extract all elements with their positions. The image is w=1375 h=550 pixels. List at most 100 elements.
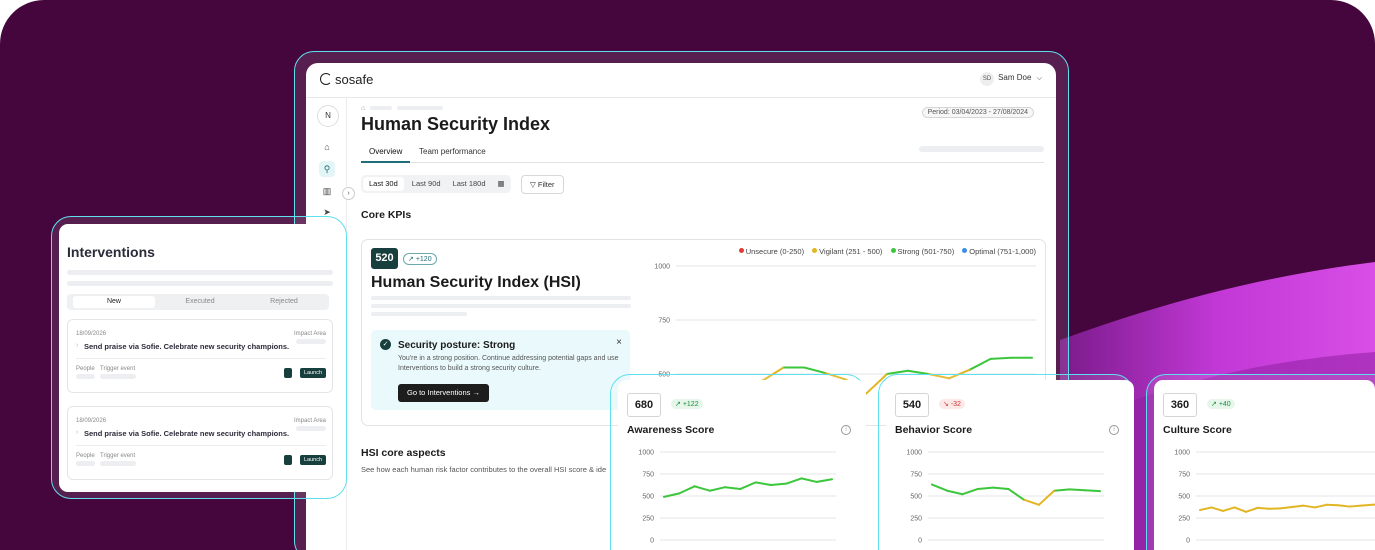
data-point — [969, 368, 971, 371]
impact-placeholder — [296, 426, 326, 431]
data-point — [1210, 506, 1213, 509]
data-point — [1337, 504, 1339, 507]
y-tick-label: 0 — [918, 538, 922, 545]
data-point — [739, 488, 742, 490]
data-point — [815, 481, 818, 483]
legend-dot — [962, 248, 968, 253]
y-tick-label: 0 — [1186, 538, 1190, 545]
tab-executed[interactable]: Executed — [185, 298, 215, 305]
series-segment — [961, 487, 979, 496]
y-tick-label: 750 — [642, 472, 654, 479]
breadcrumb-placeholder — [370, 106, 393, 111]
search-icon[interactable]: ⚲ — [319, 161, 335, 177]
series-segment — [815, 478, 833, 483]
launch-button[interactable]: Launch — [299, 368, 326, 378]
sidebar-avatar[interactable]: N — [317, 105, 339, 127]
interventions-title: Interventions — [67, 244, 155, 260]
y-tick-label: 0 — [650, 538, 654, 545]
data-point — [800, 477, 803, 480]
rocket-icon[interactable]: ➤ — [323, 207, 331, 217]
impact-area-label: Impact Area — [293, 418, 326, 424]
hsi-score: 520 — [371, 248, 398, 269]
data-point — [948, 377, 950, 380]
data-point — [1256, 507, 1259, 509]
series-segment — [1360, 503, 1374, 507]
series-segment — [1245, 506, 1259, 513]
tab-rejected[interactable]: Rejected — [270, 298, 298, 305]
series-segment — [1302, 504, 1316, 509]
launch-button[interactable]: Launch — [299, 455, 326, 465]
data-point — [1007, 488, 1010, 490]
culture-line-chart: 1000 750 500 250 0 — [1174, 450, 1375, 545]
main-content: ⌂ Period: 03/04/2023 - 27/08/2024 Human … — [361, 105, 1046, 474]
core-aspects-text: See how each human risk factor contribut… — [361, 465, 607, 474]
range-last-30d[interactable]: Last 30d — [363, 177, 404, 191]
close-icon[interactable]: × — [616, 337, 622, 348]
filter-label: Filter — [537, 180, 555, 189]
more-button[interactable] — [284, 368, 292, 378]
series-segment — [992, 486, 1010, 490]
data-point — [992, 486, 994, 489]
more-button[interactable] — [284, 455, 292, 465]
y-tick-label: 1000 — [906, 450, 922, 457]
home-icon[interactable]: ⌂ — [324, 142, 330, 152]
trend-down-icon: ↘ — [943, 401, 949, 408]
info-icon[interactable]: i — [1109, 425, 1119, 435]
behavior-line-chart: 1000 750 500 250 0 — [906, 450, 1104, 545]
range-last-90d[interactable]: Last 90d — [411, 179, 441, 188]
intervention-text: Send praise via Sofie. Celebrate new sec… — [84, 429, 290, 438]
tab-overview[interactable]: Overview — [361, 147, 411, 163]
info-icon[interactable]: i — [841, 425, 851, 435]
series-segment — [1291, 504, 1305, 508]
calendar-icon[interactable]: ▦ — [497, 179, 505, 188]
text-placeholder — [67, 270, 333, 275]
data-point — [693, 485, 696, 488]
series-segment — [663, 492, 681, 498]
tab-placeholder — [919, 146, 1044, 152]
data-point — [1245, 511, 1247, 513]
culture-title: Culture Score — [1163, 424, 1232, 436]
y-tick-label: 250 — [910, 516, 922, 523]
series-segment — [1348, 504, 1362, 508]
chevron-right-icon[interactable]: › — [342, 187, 355, 200]
top-bar: sosafe SD Sam Doe ⌵ — [306, 63, 1056, 98]
series-segment — [976, 486, 995, 490]
intervention-card[interactable]: 18/09/2026 Impact Area › Send praise via… — [67, 319, 333, 393]
tab-new[interactable]: New — [73, 296, 155, 308]
bar-chart-icon[interactable]: ▥ — [322, 186, 332, 196]
logo[interactable]: sosafe — [320, 72, 373, 87]
data-point — [663, 496, 665, 498]
data-point — [977, 488, 979, 490]
data-point — [1314, 506, 1316, 509]
data-point — [961, 493, 964, 496]
series-segment — [989, 356, 1013, 360]
data-point — [946, 489, 949, 492]
core-kpis-heading: Core KPIs — [361, 209, 412, 221]
awareness-line-chart: 1000 750 500 250 0 — [638, 450, 836, 545]
go-to-interventions-button[interactable]: Go to Interventions → — [398, 384, 489, 402]
series-segment — [968, 357, 992, 371]
chart-legend: Unsecure (0-250) Vigilant (251 - 500) St… — [733, 247, 1036, 256]
series-segment — [800, 477, 818, 483]
filter-button[interactable]: ▽ Filter — [521, 175, 564, 194]
data-point — [709, 489, 711, 492]
culture-delta: +40 — [1218, 401, 1231, 408]
legend-label: Unsecure (0-250) — [745, 247, 805, 256]
y-tick-label: 500 — [910, 494, 922, 501]
y-tick-label: 500 — [658, 372, 670, 379]
legend-dot — [890, 248, 896, 253]
data-point — [1083, 489, 1086, 492]
legend-dot — [812, 248, 818, 253]
range-last-180d[interactable]: Last 180d — [452, 179, 486, 188]
trigger-label: Trigger event — [100, 366, 136, 372]
tab-team-performance[interactable]: Team performance — [419, 147, 486, 156]
text-placeholder — [67, 281, 333, 286]
y-tick-label: 750 — [658, 318, 670, 325]
home-icon[interactable]: ⌂ — [361, 105, 366, 112]
intervention-card[interactable]: 18/09/2026 Impact Area › Send praise via… — [67, 406, 333, 480]
data-point — [1099, 490, 1101, 492]
y-tick-label: 1000 — [1174, 450, 1190, 457]
series-segment — [739, 481, 757, 490]
user-menu[interactable]: SD Sam Doe ⌵ — [980, 72, 1042, 86]
text-placeholder — [371, 304, 631, 308]
